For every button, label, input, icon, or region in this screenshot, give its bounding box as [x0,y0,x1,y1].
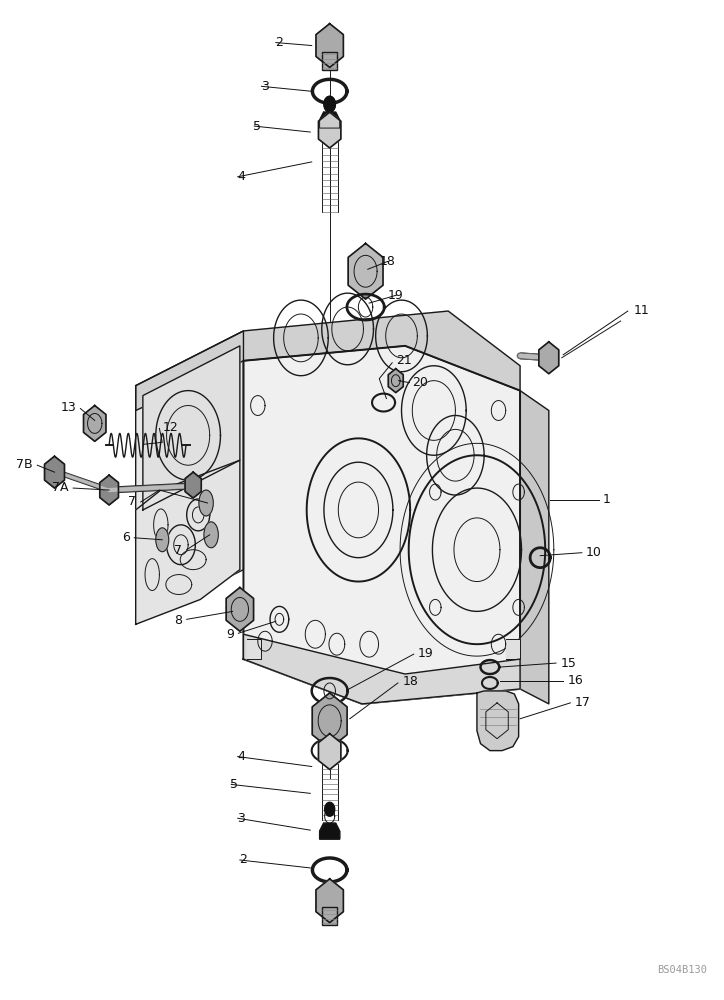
Text: 7A: 7A [52,481,69,494]
Polygon shape [324,802,334,816]
Polygon shape [520,391,549,704]
Text: 2: 2 [275,36,283,49]
Text: 1: 1 [602,493,610,506]
Polygon shape [477,691,518,751]
Polygon shape [388,369,403,393]
Polygon shape [243,634,520,704]
Text: 13: 13 [61,401,77,414]
Text: 4: 4 [237,750,245,763]
Bar [322,52,337,70]
Polygon shape [505,639,520,659]
Polygon shape [185,472,201,498]
Text: 19: 19 [418,647,434,660]
Polygon shape [312,693,347,749]
Polygon shape [135,311,520,410]
Text: 12: 12 [162,421,178,434]
Text: 7: 7 [174,544,182,557]
Text: BS04B130: BS04B130 [657,965,707,975]
Polygon shape [319,823,340,839]
Text: 9: 9 [226,628,234,641]
Text: 11: 11 [634,304,649,317]
Polygon shape [45,456,64,488]
Text: 8: 8 [174,614,182,627]
Text: 4: 4 [237,170,245,183]
Polygon shape [319,734,341,769]
Polygon shape [324,96,335,112]
Text: 20: 20 [412,376,428,389]
Polygon shape [226,588,253,631]
Text: 6: 6 [122,531,130,544]
Text: 18: 18 [403,675,418,688]
Polygon shape [247,639,261,659]
Polygon shape [243,346,520,704]
Text: 16: 16 [568,674,584,687]
Polygon shape [83,406,106,441]
Text: 10: 10 [586,546,602,559]
Text: 18: 18 [379,255,395,268]
Polygon shape [539,342,559,374]
Polygon shape [100,475,119,505]
Text: 15: 15 [560,657,576,670]
Polygon shape [319,112,340,128]
Polygon shape [316,879,343,923]
Polygon shape [348,243,383,299]
Text: 3: 3 [261,80,269,93]
Text: 2: 2 [239,853,247,866]
Text: 5: 5 [253,120,261,133]
Text: 3: 3 [237,812,245,825]
Text: 17: 17 [575,696,591,709]
Text: 19: 19 [388,289,404,302]
Polygon shape [319,112,341,148]
Ellipse shape [204,522,219,548]
Text: 7B: 7B [17,458,33,471]
Ellipse shape [199,490,214,516]
Polygon shape [316,24,343,67]
Text: 5: 5 [230,778,238,791]
Text: 21: 21 [397,354,412,367]
Bar [322,907,337,925]
Ellipse shape [156,528,169,552]
Polygon shape [135,460,240,624]
Text: 7: 7 [128,495,136,508]
Polygon shape [143,346,240,510]
Polygon shape [135,331,243,624]
